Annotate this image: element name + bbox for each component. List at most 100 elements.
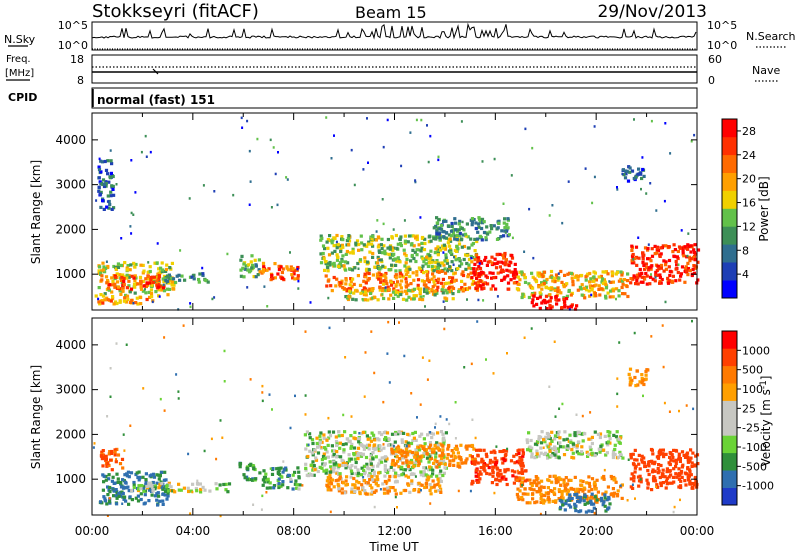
power-cell <box>348 267 352 271</box>
velocity-cell <box>245 466 249 470</box>
power-cell <box>550 305 554 309</box>
power-cell <box>637 272 641 276</box>
velocity-cell <box>605 498 609 502</box>
velocity-cell <box>595 478 599 482</box>
velocity-cell <box>563 508 567 512</box>
velocity-noise-cell <box>358 432 361 435</box>
power-cell <box>386 285 390 289</box>
velocity-cell <box>477 448 481 452</box>
velocity-cell <box>344 466 348 470</box>
power-cell <box>414 259 418 264</box>
power-cell <box>440 281 444 285</box>
power-cell <box>418 267 422 272</box>
velocity-noise-cell <box>177 397 180 400</box>
velocity-cell <box>423 442 427 446</box>
velocity-cell <box>281 483 285 487</box>
power-cell <box>601 281 605 286</box>
velocity-cell <box>432 450 436 454</box>
power-cell <box>421 271 426 275</box>
velocity-noise-cell <box>159 397 162 401</box>
power-cell <box>411 271 415 275</box>
velocity-cell <box>444 431 448 435</box>
power-cell <box>552 276 556 280</box>
power-cell <box>630 244 634 248</box>
velocity-cell <box>552 491 556 495</box>
velocity-cell <box>330 478 334 482</box>
velocity-cell <box>405 459 409 463</box>
velocity-cell <box>149 486 153 490</box>
power-cell <box>481 283 485 287</box>
power-cell <box>435 288 439 292</box>
power-noise-cell <box>382 145 385 149</box>
velocity-cell <box>468 454 472 458</box>
power-cell <box>394 290 398 294</box>
velocity-cell <box>587 489 591 493</box>
velocity-cell <box>325 438 329 442</box>
velocity-cell <box>186 486 190 490</box>
velocity-cell <box>523 479 528 483</box>
power-cell <box>321 244 326 248</box>
power-noise-cell <box>269 138 272 142</box>
velocity-cell <box>535 452 539 456</box>
velocity-cell <box>569 478 573 482</box>
velocity-cell <box>675 475 679 479</box>
power-cell <box>655 268 659 273</box>
velocity-cell <box>414 438 418 442</box>
velocity-cell <box>113 448 117 452</box>
power-cell <box>527 295 531 300</box>
velocity-cell <box>368 478 372 482</box>
velocity-cell <box>208 489 212 493</box>
velocity-cell <box>558 436 562 440</box>
velocity-cell <box>325 468 329 472</box>
power-cell <box>491 284 495 288</box>
power-cell <box>350 285 354 289</box>
power-cell <box>120 273 124 277</box>
power-cell <box>102 265 106 269</box>
power-cell <box>392 252 396 256</box>
power-cell <box>243 267 247 271</box>
nsearch-top-tick: 10^5 <box>707 19 737 32</box>
power-cell <box>112 302 116 306</box>
velocity-cell <box>554 479 558 483</box>
power-cell <box>376 245 380 249</box>
velocity-cell <box>589 437 593 441</box>
power-cell <box>148 269 152 274</box>
power-cell <box>183 278 187 282</box>
power-cell <box>622 173 626 177</box>
power-cell <box>473 262 477 266</box>
power-cell <box>449 251 453 255</box>
power-cell <box>492 276 496 280</box>
velocity-cell <box>590 488 594 492</box>
velocity-cell <box>361 486 365 490</box>
power-cell <box>99 159 103 163</box>
power-cell <box>151 280 155 285</box>
power-cell <box>675 263 679 267</box>
velocity-cell <box>226 490 230 494</box>
velocity-cell <box>105 464 109 468</box>
velocity-cell <box>590 435 594 439</box>
power-cell <box>448 276 452 280</box>
velocity-noise-cell <box>429 431 432 434</box>
power-cell <box>470 220 474 224</box>
velocity-cell <box>560 489 564 494</box>
velocity-cell <box>560 493 564 497</box>
power-cell <box>646 268 651 272</box>
power-cell <box>545 277 549 282</box>
power-cell <box>538 295 542 299</box>
velocity-noise-cell <box>492 372 495 375</box>
power-cell <box>451 297 455 301</box>
power-cell <box>265 268 269 272</box>
velocity-cell <box>333 449 337 453</box>
velocity-cell <box>476 461 480 465</box>
velocity-cell <box>115 502 119 506</box>
velocity-cell <box>316 451 321 455</box>
velocity-cell <box>399 431 403 435</box>
power-cell <box>380 247 384 251</box>
velocity-cell <box>616 489 620 493</box>
power-cell <box>148 265 152 269</box>
power-cell <box>261 268 265 272</box>
velocity-cell <box>431 479 435 483</box>
velocity-cell <box>289 479 293 483</box>
y-tick-label: 1000 <box>55 267 86 281</box>
